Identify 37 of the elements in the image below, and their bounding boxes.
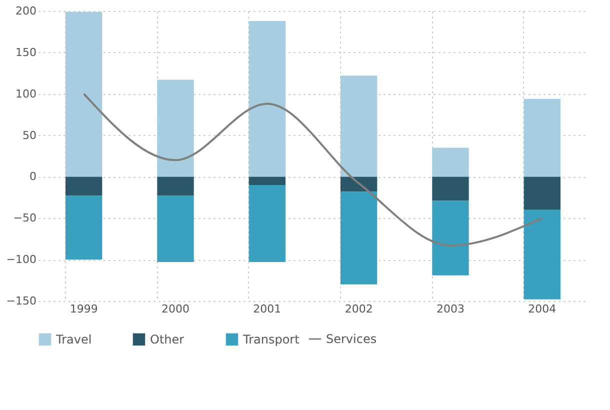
y-tick-label: −100 xyxy=(6,253,36,266)
bar xyxy=(340,76,378,177)
y-tick-label: −50 xyxy=(13,212,36,225)
bar xyxy=(66,176,102,196)
bar xyxy=(524,176,560,210)
y-tick-label: 200 xyxy=(16,4,36,18)
y-tick-label: 0 xyxy=(30,170,36,184)
bar xyxy=(340,176,378,192)
bar xyxy=(432,176,469,201)
legend-label: Services xyxy=(326,332,377,346)
bar xyxy=(66,196,102,260)
x-tick-label: 2004 xyxy=(528,302,556,316)
bar xyxy=(66,12,102,177)
bar xyxy=(157,196,194,262)
x-tick-label: 2002 xyxy=(344,302,373,316)
bar xyxy=(248,20,286,177)
bar xyxy=(524,210,560,300)
x-tick-label: 1999 xyxy=(70,302,98,316)
legend-label: Travel xyxy=(55,332,92,346)
bar xyxy=(157,176,194,196)
bar xyxy=(432,148,469,177)
x-tick-label: 2001 xyxy=(253,302,282,316)
y-tick-label: 150 xyxy=(16,46,36,59)
line-series xyxy=(82,92,544,246)
bar xyxy=(432,200,469,276)
y-tick-label: −150 xyxy=(6,294,36,308)
bar xyxy=(524,98,560,177)
x-tick-label: 2000 xyxy=(162,302,190,316)
y-tick-label: 100 xyxy=(16,87,36,100)
bar xyxy=(157,80,194,177)
y-tick-label: 50 xyxy=(22,128,36,142)
x-tick-label: 2003 xyxy=(436,302,464,316)
legend-label: Transport xyxy=(242,332,300,346)
bar xyxy=(248,176,286,185)
bar xyxy=(248,185,286,262)
legend-label: Other xyxy=(150,332,184,346)
bar xyxy=(340,192,378,284)
